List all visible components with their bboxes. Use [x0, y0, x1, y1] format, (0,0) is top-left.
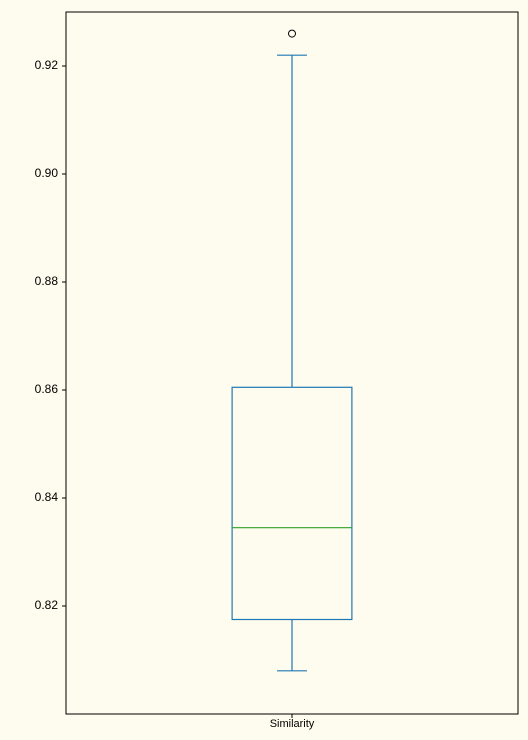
y-tick-label: 0.88 [35, 274, 59, 288]
y-tick-label: 0.84 [35, 490, 59, 504]
y-tick-label: 0.92 [35, 58, 59, 72]
y-tick-label: 0.86 [35, 382, 59, 396]
chart-container: 0.82 0.84 0.86 0.88 0.90 0.92 Similarity [0, 0, 528, 740]
y-tick-label: 0.82 [35, 598, 59, 612]
y-tick-label: 0.90 [35, 166, 59, 180]
x-tick-label: Similarity [270, 718, 315, 730]
boxplot-chart: 0.82 0.84 0.86 0.88 0.90 0.92 Similarity [0, 0, 528, 740]
